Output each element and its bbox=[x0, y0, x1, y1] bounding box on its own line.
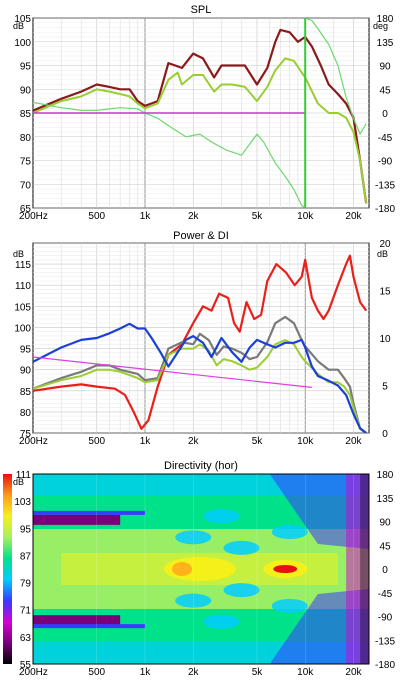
series-layer bbox=[33, 18, 368, 208]
x-tick-label: 2k bbox=[188, 667, 200, 678]
left-tick-label: 63 bbox=[20, 633, 32, 644]
x-tick-label: 1k bbox=[140, 436, 152, 447]
right-tick-label: 5 bbox=[382, 382, 388, 393]
right-tick-label: 20 bbox=[379, 239, 391, 250]
right-tick-label: 0 bbox=[382, 565, 388, 576]
left-tick-label: 75 bbox=[20, 157, 32, 168]
right-tick-label: 180 bbox=[377, 14, 394, 25]
right-tick-label: 180 bbox=[377, 470, 394, 481]
left-tick-label: 100 bbox=[14, 38, 31, 49]
x-tick-label: 5k bbox=[252, 436, 264, 447]
left-tick-label: 105 bbox=[14, 14, 31, 25]
left-tick-label: 95 bbox=[20, 62, 32, 73]
left-tick-label: 90 bbox=[20, 85, 32, 96]
right-tick-label: 90 bbox=[379, 62, 391, 73]
left-tick-label: 85 bbox=[20, 109, 32, 120]
left-axis-unit: dB bbox=[13, 249, 24, 259]
x-tick-label: 200Hz bbox=[19, 436, 48, 447]
heatmap-field bbox=[33, 474, 369, 664]
series-line-1 bbox=[33, 28, 368, 204]
x-tick-label: 500 bbox=[88, 436, 105, 447]
left-tick-label: 105 bbox=[14, 302, 31, 313]
series-layer bbox=[33, 254, 368, 433]
left-tick-label: 80 bbox=[20, 133, 32, 144]
series-line-2 bbox=[33, 315, 367, 433]
left-tick-label: 115 bbox=[15, 260, 31, 271]
x-tick-label: 2k bbox=[188, 436, 200, 447]
right-tick-label: 135 bbox=[377, 494, 394, 505]
left-axis-unit: dB bbox=[13, 21, 24, 31]
x-tick-label: 20k bbox=[345, 667, 362, 678]
left-tick-label: 90 bbox=[20, 366, 32, 377]
x-tick-label: 5k bbox=[252, 211, 264, 222]
right-tick-label: 45 bbox=[379, 85, 391, 96]
right-tick-label: -180 bbox=[375, 204, 395, 215]
right-tick-label: -45 bbox=[378, 133, 393, 144]
left-tick-label: 70 bbox=[20, 180, 32, 191]
left-tick-label: 87 bbox=[20, 551, 32, 562]
x-tick-label: 10k bbox=[297, 667, 314, 678]
chart-panel-1: SPL dB deg 105 100 95 90 85 80 75 70 65 180 135 90 45 0 -… bbox=[13, 4, 395, 222]
series-line-5 bbox=[33, 356, 312, 388]
x-tick-label: 1k bbox=[140, 667, 152, 678]
right-tick-label: -180 bbox=[375, 660, 395, 671]
x-tick-label: 5k bbox=[252, 667, 264, 678]
series-line-4 bbox=[33, 322, 367, 433]
x-tick-label: 2k bbox=[188, 211, 200, 222]
left-tick-label: 65 bbox=[20, 204, 32, 215]
left-tick-label: 103 bbox=[14, 497, 31, 508]
left-tick-label: 110 bbox=[15, 281, 31, 292]
plot-frame bbox=[32, 473, 370, 665]
chart-title: Directivity (hor) bbox=[164, 460, 238, 472]
right-tick-label: 135 bbox=[377, 38, 394, 49]
x-tick-label: 200Hz bbox=[19, 667, 48, 678]
left-tick-label: 55 bbox=[20, 660, 32, 671]
right-axis-unit: deg bbox=[373, 21, 388, 31]
left-tick-label: 95 bbox=[20, 524, 32, 535]
colorbar bbox=[3, 474, 12, 664]
right-tick-label: 15 bbox=[379, 287, 391, 298]
right-tick-label: -45 bbox=[378, 589, 393, 600]
right-tick-label: -90 bbox=[378, 157, 393, 168]
left-axis-unit: dB bbox=[13, 477, 24, 487]
right-tick-label: 0 bbox=[382, 429, 388, 440]
x-tick-label: 200Hz bbox=[19, 211, 48, 222]
left-tick-label: 111 bbox=[16, 470, 32, 481]
right-tick-label: -135 bbox=[375, 180, 395, 191]
left-tick-label: 79 bbox=[20, 579, 32, 590]
chart-title: SPL bbox=[191, 4, 212, 16]
series-line-2 bbox=[33, 57, 368, 204]
left-tick-label: 85 bbox=[20, 387, 32, 398]
x-tick-label: 1k bbox=[140, 211, 152, 222]
series-line-1 bbox=[33, 254, 368, 430]
x-tick-label: 500 bbox=[88, 211, 105, 222]
left-tick-label: 100 bbox=[14, 323, 31, 334]
x-tick-label: 20k bbox=[345, 211, 362, 222]
right-tick-label: -90 bbox=[378, 613, 393, 624]
x-tick-label: 500 bbox=[88, 667, 105, 678]
x-tick-label: 10k bbox=[297, 436, 314, 447]
x-tick-label: 20k bbox=[345, 436, 362, 447]
right-tick-label: -135 bbox=[375, 636, 395, 647]
left-tick-label: 71 bbox=[20, 606, 32, 617]
series-line-3 bbox=[33, 18, 367, 208]
chart-title: Power & DI bbox=[173, 230, 229, 242]
plot-frame bbox=[32, 242, 370, 434]
right-tick-label: 90 bbox=[379, 518, 391, 529]
right-tick-label: 0 bbox=[382, 109, 388, 120]
left-tick-label: 75 bbox=[20, 429, 32, 440]
right-axis-unit: dB bbox=[377, 249, 388, 259]
left-tick-label: 95 bbox=[20, 345, 32, 356]
right-tick-label: 45 bbox=[379, 541, 391, 552]
x-tick-label: 10k bbox=[297, 211, 314, 222]
left-tick-label: 80 bbox=[20, 408, 32, 419]
right-tick-label: 10 bbox=[379, 334, 391, 345]
